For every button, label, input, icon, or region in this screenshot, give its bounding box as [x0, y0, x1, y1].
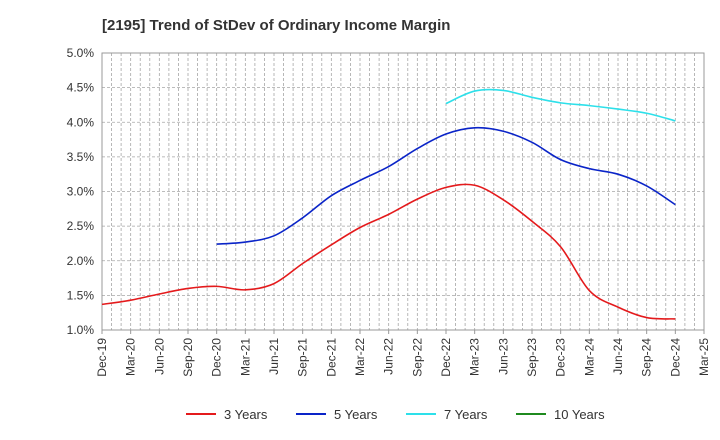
plot-area: 1.0% 1.5% 2.0% 2.5% 3.0% 3.5% 4.0% 4.5% 5.0% Dec-… [67, 46, 711, 377]
legend-label-3-years: 3 Years [224, 407, 268, 422]
x-tick-label: Mar-25 [697, 338, 711, 376]
x-tick-label: Dec-19 [95, 338, 109, 377]
x-tick-label: Jun-22 [382, 338, 396, 375]
x-tick-label: Mar-22 [353, 338, 367, 376]
y-tick-label: 4.5% [67, 81, 95, 95]
y-tick-label: 4.0% [67, 115, 95, 129]
y-tick-label: 3.5% [67, 150, 95, 164]
x-tick-label: Jun-23 [496, 338, 510, 375]
chart-title: [2195] Trend of StDev of Ordinary Income… [102, 17, 450, 34]
legend-label-10-years: 10 Years [554, 407, 605, 422]
x-tick-label: Jun-20 [152, 338, 166, 375]
x-tick-label: Sep-21 [296, 338, 310, 377]
x-tick-label: Mar-20 [124, 338, 138, 376]
x-tick-label: Dec-20 [210, 338, 224, 377]
x-tick-label: Sep-22 [410, 338, 424, 377]
legend-label-5-years: 5 Years [334, 407, 378, 422]
x-tick-label: Dec-24 [668, 338, 682, 377]
y-tick-label: 5.0% [67, 46, 95, 60]
series-line-5-years [216, 126, 676, 245]
series-line-3-years [101, 183, 676, 320]
x-tick-label: Dec-21 [324, 338, 338, 377]
x-tick-label: Dec-22 [439, 338, 453, 377]
x-tick-label: Sep-23 [525, 338, 539, 377]
x-tick-label: Mar-21 [238, 338, 252, 376]
x-tick-label: Mar-24 [582, 338, 596, 376]
series-line-7-years [445, 88, 676, 122]
plot-border [101, 52, 705, 331]
y-tick-label: 1.0% [67, 323, 95, 337]
y-tick-label: 3.0% [67, 185, 95, 199]
x-tick-label: Dec-23 [554, 338, 568, 377]
x-tick-label: Sep-24 [640, 338, 654, 377]
y-tick-label: 2.5% [67, 219, 95, 233]
x-tick-label: Mar-23 [468, 338, 482, 376]
y-tick-label: 1.5% [67, 288, 95, 302]
legend-label-7-years: 7 Years [444, 407, 488, 422]
y-tick-label: 2.0% [67, 254, 95, 268]
x-tick-label: Jun-21 [267, 338, 281, 375]
x-tick-label: Jun-24 [611, 338, 625, 375]
legend: 3 Years 5 Years 7 Years 10 Years [186, 407, 605, 422]
x-tick-label: Sep-20 [181, 338, 195, 377]
